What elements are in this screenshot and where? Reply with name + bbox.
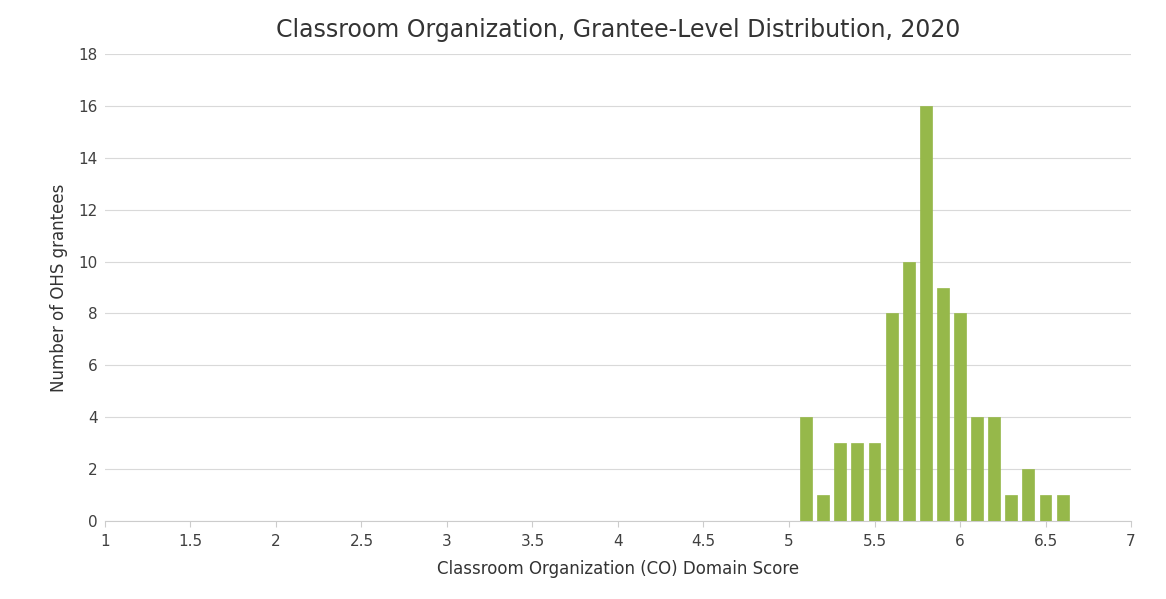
Bar: [1040, 495, 1052, 521]
Bar: [869, 443, 880, 521]
Bar: [835, 443, 847, 521]
Bar: [1023, 469, 1034, 521]
Bar: [971, 418, 983, 521]
Bar: [800, 418, 812, 521]
Bar: [886, 313, 898, 521]
Bar: [851, 443, 863, 521]
Bar: [817, 495, 829, 521]
Bar: [902, 262, 914, 521]
Bar: [937, 288, 949, 521]
X-axis label: Classroom Organization (CO) Domain Score: Classroom Organization (CO) Domain Score: [437, 559, 799, 578]
Bar: [989, 418, 1000, 521]
Bar: [1005, 495, 1017, 521]
Bar: [1056, 495, 1068, 521]
Bar: [954, 313, 965, 521]
Title: Classroom Organization, Grantee-Level Distribution, 2020: Classroom Organization, Grantee-Level Di…: [276, 18, 960, 43]
Y-axis label: Number of OHS grantees: Number of OHS grantees: [49, 183, 68, 392]
Bar: [920, 106, 932, 521]
